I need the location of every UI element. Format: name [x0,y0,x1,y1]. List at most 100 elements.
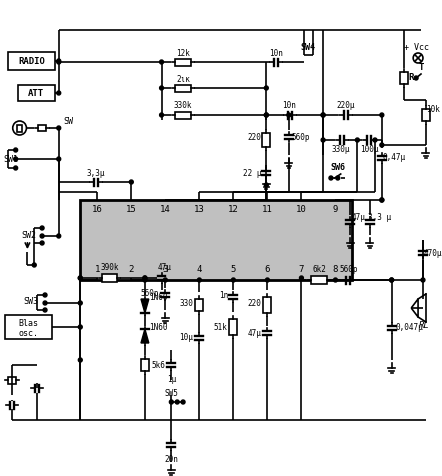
Circle shape [57,157,61,161]
Text: 10n: 10n [282,101,296,110]
Circle shape [14,148,18,152]
Text: 1n: 1n [219,290,228,299]
Bar [175,59,191,66]
Circle shape [300,276,303,280]
Circle shape [40,234,44,238]
Text: SW5: SW5 [164,388,178,397]
Text: 1N60: 1N60 [149,294,168,303]
Circle shape [43,293,47,297]
Bar [263,133,270,147]
Bar [229,319,237,335]
Bar [18,85,55,101]
Circle shape [57,234,61,238]
Circle shape [78,301,82,305]
Circle shape [380,198,384,202]
Text: RL: RL [419,321,429,330]
Text: ATT: ATT [28,89,44,98]
Circle shape [57,59,61,63]
Circle shape [321,113,325,117]
Text: 11: 11 [262,206,273,215]
Text: 1μ: 1μ [167,376,176,385]
Bar [400,72,408,84]
Bar [141,359,149,371]
Text: 3,3μ: 3,3μ [87,169,105,178]
Circle shape [143,276,147,280]
Text: 47μ: 47μ [157,264,171,272]
Bar [175,85,191,91]
Circle shape [160,60,164,64]
Bar [263,297,271,313]
Text: 51k: 51k [214,323,228,331]
Text: 47μ: 47μ [248,328,262,337]
Text: 6k2: 6k2 [312,266,326,275]
Circle shape [373,138,377,142]
Text: osc.: osc. [19,328,38,337]
Text: 4: 4 [197,266,202,275]
Bar [38,125,46,131]
Circle shape [40,226,44,230]
Bar [175,111,191,119]
Circle shape [198,278,201,282]
Circle shape [321,138,325,142]
Text: SW: SW [64,118,74,127]
Circle shape [160,113,164,117]
Text: 12: 12 [228,206,239,215]
Text: 220: 220 [248,133,262,142]
Text: 330: 330 [180,298,194,307]
Text: 13: 13 [194,206,205,215]
Bar [5,315,52,339]
Circle shape [336,176,340,180]
Circle shape [264,86,268,90]
Circle shape [181,400,185,404]
Circle shape [57,91,61,95]
Text: 3,3 μ: 3,3 μ [368,214,391,222]
Circle shape [321,113,325,117]
Text: 330μ: 330μ [332,146,350,155]
Circle shape [264,113,268,117]
Text: SW4: SW4 [301,43,316,52]
Text: 470μ: 470μ [423,248,442,258]
Text: 15: 15 [126,206,137,215]
Circle shape [78,276,82,280]
Circle shape [78,325,82,329]
Circle shape [130,180,133,184]
Circle shape [380,113,384,117]
Circle shape [390,278,393,282]
Circle shape [329,176,333,180]
Text: 22 μ: 22 μ [244,169,262,178]
Bar [8,52,55,70]
Text: 1N60: 1N60 [149,324,168,333]
Text: 390k: 390k [100,264,119,272]
Text: 10μ: 10μ [179,334,193,343]
Text: SW1: SW1 [3,155,18,163]
Text: Blas: Blas [19,318,38,327]
Bar [8,377,15,384]
Text: RADIO: RADIO [18,57,45,66]
Circle shape [390,278,393,282]
Polygon shape [141,329,149,343]
Circle shape [380,143,384,147]
Text: 10k: 10k [426,106,440,115]
Text: 5k6: 5k6 [152,360,166,369]
Circle shape [164,278,168,282]
Text: 9: 9 [333,206,338,215]
Bar [80,200,352,280]
Circle shape [40,241,44,245]
Polygon shape [141,299,149,313]
Bar [102,274,118,282]
Circle shape [414,76,418,80]
Circle shape [232,278,235,282]
Text: 330k: 330k [174,101,192,110]
Circle shape [143,276,147,280]
Circle shape [169,400,173,404]
Text: 560p: 560p [291,132,310,141]
Text: 8: 8 [333,266,338,275]
Circle shape [421,278,425,282]
Text: 0,047μ: 0,047μ [396,324,423,333]
Text: 10n: 10n [269,49,283,58]
Circle shape [160,86,164,90]
Text: 16: 16 [92,206,103,215]
Circle shape [78,276,82,280]
Text: 100μ: 100μ [360,146,378,155]
Circle shape [287,113,291,117]
